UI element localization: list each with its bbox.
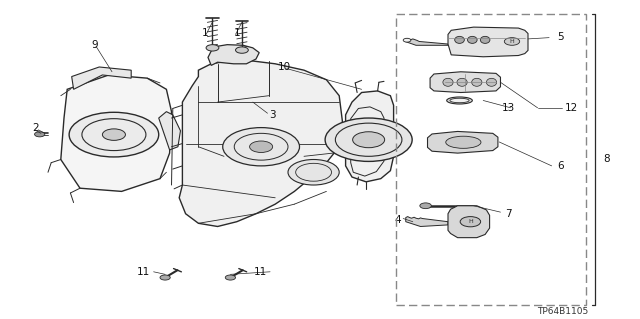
Polygon shape: [346, 91, 394, 182]
Text: H: H: [468, 219, 473, 224]
Ellipse shape: [450, 98, 469, 103]
Text: 4: 4: [395, 215, 401, 225]
Ellipse shape: [447, 97, 472, 104]
Circle shape: [420, 203, 431, 209]
Polygon shape: [159, 112, 180, 150]
Polygon shape: [406, 217, 448, 226]
Bar: [396, 14, 586, 305]
Polygon shape: [179, 61, 342, 226]
Circle shape: [236, 47, 248, 53]
Polygon shape: [208, 45, 259, 65]
Ellipse shape: [443, 78, 453, 86]
Circle shape: [353, 132, 385, 148]
Circle shape: [160, 275, 170, 280]
Text: TP64B1105: TP64B1105: [538, 307, 589, 315]
Text: 1: 1: [234, 28, 240, 39]
Ellipse shape: [454, 36, 465, 43]
Ellipse shape: [445, 136, 481, 148]
Circle shape: [223, 128, 300, 166]
Circle shape: [325, 118, 412, 161]
Circle shape: [102, 129, 125, 140]
Circle shape: [35, 132, 45, 137]
Text: 11: 11: [137, 267, 150, 277]
Polygon shape: [72, 67, 131, 89]
Ellipse shape: [480, 36, 490, 43]
Text: 5: 5: [557, 32, 563, 42]
Circle shape: [225, 275, 236, 280]
Polygon shape: [405, 39, 448, 45]
Text: 8: 8: [604, 154, 610, 165]
Circle shape: [69, 112, 159, 157]
Text: 7: 7: [506, 209, 512, 219]
Circle shape: [504, 38, 520, 45]
Text: 2: 2: [32, 122, 38, 133]
Polygon shape: [428, 131, 498, 153]
Polygon shape: [448, 206, 490, 238]
Text: 10: 10: [278, 62, 291, 72]
Polygon shape: [430, 72, 500, 93]
Text: 6: 6: [557, 161, 563, 171]
Ellipse shape: [457, 78, 467, 86]
Text: 13: 13: [502, 103, 515, 114]
Circle shape: [288, 160, 339, 185]
Ellipse shape: [486, 78, 497, 86]
Text: H: H: [509, 39, 515, 44]
Ellipse shape: [472, 78, 482, 86]
Circle shape: [403, 38, 411, 42]
Text: 11: 11: [254, 267, 268, 277]
Polygon shape: [448, 27, 528, 57]
Ellipse shape: [467, 36, 477, 43]
Text: 1: 1: [202, 28, 208, 39]
Circle shape: [250, 141, 273, 152]
Circle shape: [206, 45, 219, 51]
Polygon shape: [61, 75, 172, 191]
Text: 9: 9: [92, 40, 98, 50]
Text: 12: 12: [564, 103, 578, 114]
Text: 3: 3: [269, 110, 275, 120]
Circle shape: [460, 217, 481, 227]
